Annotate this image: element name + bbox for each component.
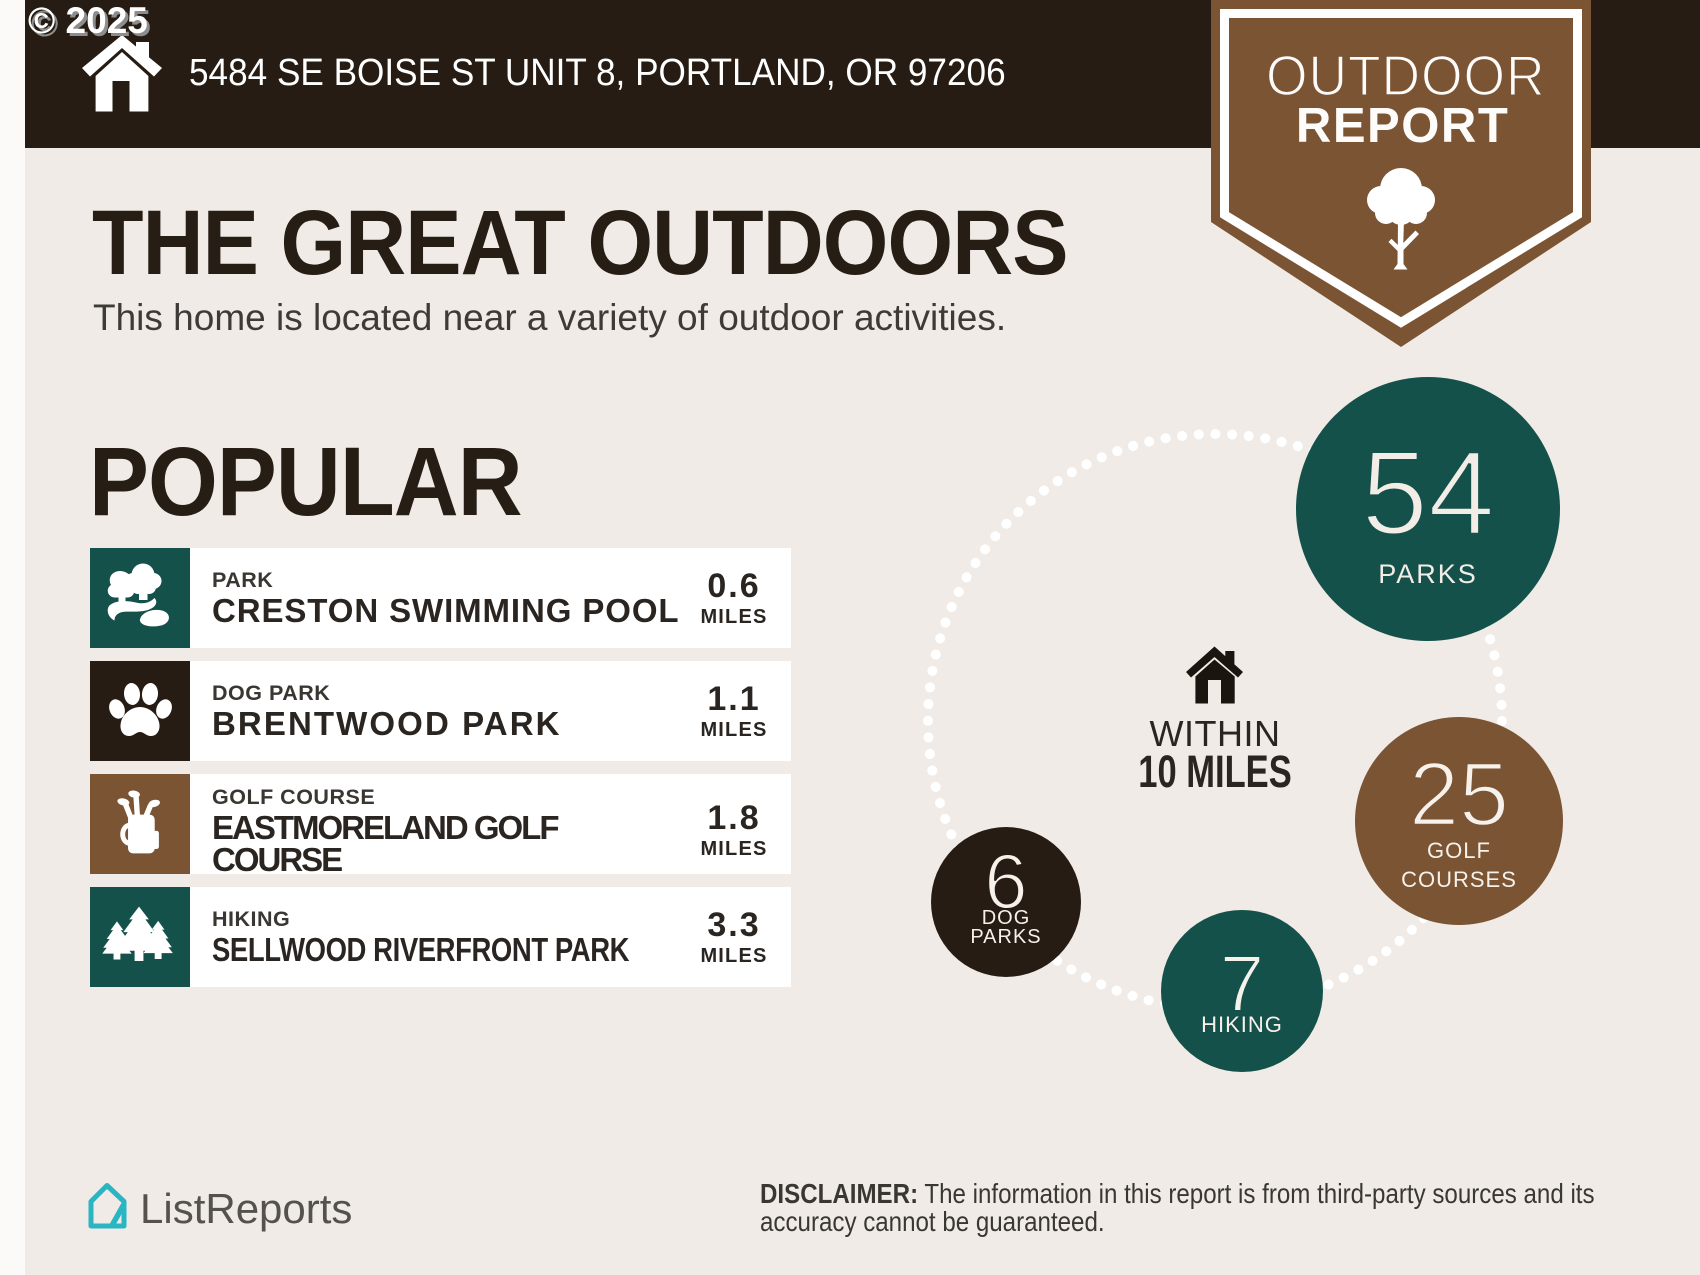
svg-text:© 2025: © 2025 bbox=[31, 3, 151, 44]
svg-text:© 2025: © 2025 bbox=[28, 0, 148, 41]
